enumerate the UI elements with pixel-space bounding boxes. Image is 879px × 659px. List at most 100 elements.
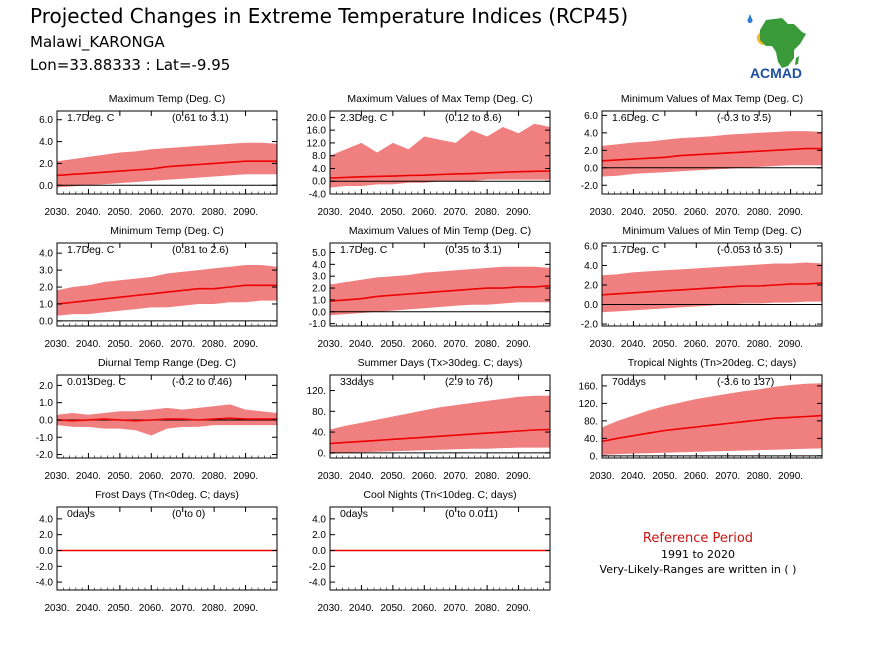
x-tick-label: 2030. xyxy=(317,207,342,218)
mean-line xyxy=(56,284,277,305)
x-tick-label: 2070. xyxy=(170,207,195,218)
y-tick-label: -4.0 xyxy=(36,578,54,589)
y-tick-label: 12.0 xyxy=(307,138,327,149)
change-value: 0days xyxy=(67,508,95,520)
x-tick-label: 2040. xyxy=(76,339,101,350)
y-tick-label: 120. xyxy=(307,386,326,397)
chart-title: Tropical Nights (Tn>20deg. C; days) xyxy=(628,357,797,369)
x-tick-label: 2040. xyxy=(621,207,646,218)
change-value: 2.3Deg. C xyxy=(340,112,388,124)
y-tick-label: 8.0 xyxy=(312,151,326,162)
y-tick-label: 16.0 xyxy=(307,126,327,137)
location-name: Malawi_KARONGA xyxy=(30,33,165,51)
y-tick-label: 4.0 xyxy=(39,249,53,260)
y-tick-label: 4.0 xyxy=(312,164,326,175)
chart-title: Minimum Values of Min Temp (Deg. C) xyxy=(622,225,801,237)
x-tick-label: 2080. xyxy=(747,471,772,482)
y-tick-label: 6.0 xyxy=(584,241,598,252)
x-tick-label: 2030. xyxy=(317,339,342,350)
range-band xyxy=(330,123,550,188)
x-tick-label: 2040. xyxy=(76,207,101,218)
x-tick-label: 2050. xyxy=(652,207,677,218)
likely-range: (-0.053 to 3.5) xyxy=(717,244,783,256)
plot-frame xyxy=(601,374,823,459)
x-tick-label: 2050. xyxy=(652,471,677,482)
y-tick-label: -4.0 xyxy=(309,190,327,201)
plot-frame xyxy=(329,506,551,591)
y-tick-label: 4.0 xyxy=(39,514,53,525)
chart-title: Frost Days (Tn<0deg. C; days) xyxy=(95,489,239,501)
x-tick-label: 2040. xyxy=(621,471,646,482)
chart-panel: 0.0 2.0 4.0 6.0 2030. 2040. 2050. 2060. 2070. 208… xyxy=(39,93,278,218)
y-tick-label: 0. xyxy=(318,448,326,459)
range-band xyxy=(57,142,277,188)
plot-frame xyxy=(56,110,278,195)
x-tick-label: 2060. xyxy=(412,207,437,218)
x-tick-label: 2060. xyxy=(412,339,437,350)
x-tick-label: 2080. xyxy=(475,339,500,350)
y-tick-label: 20.0 xyxy=(307,113,327,124)
x-tick-label: 2060. xyxy=(139,603,164,614)
x-tick-label: 2090. xyxy=(778,207,803,218)
y-tick-label: 2.0 xyxy=(39,283,53,294)
x-tick-label: 2090. xyxy=(778,471,803,482)
x-tick-label: 2070. xyxy=(715,339,740,350)
likely-range: (-0.2 to 0.46) xyxy=(172,376,232,388)
y-tick-label: 0.0 xyxy=(312,307,326,318)
change-value: 1.6Deg. C xyxy=(612,112,660,124)
mean-line xyxy=(329,428,551,445)
y-tick-label: -2.0 xyxy=(581,181,599,192)
y-tick-label: 2.0 xyxy=(312,284,326,295)
y-tick-label: -2.0 xyxy=(309,562,327,573)
chart-title: Cool Nights (Tn<10deg. C; days) xyxy=(363,489,516,501)
x-tick-label: 2090. xyxy=(506,339,531,350)
likely-range: (0.35 to 3.1) xyxy=(445,244,502,256)
y-tick-label: 5.0 xyxy=(312,248,326,259)
x-tick-label: 2050. xyxy=(107,207,132,218)
x-tick-label: 2070. xyxy=(715,207,740,218)
x-tick-label: 2070. xyxy=(170,471,195,482)
y-tick-label: 160. xyxy=(579,381,598,392)
change-value: 70days xyxy=(612,376,646,388)
x-tick-label: 2030. xyxy=(317,471,342,482)
x-tick-label: 2060. xyxy=(684,339,709,350)
change-value: 0.013Deg. C xyxy=(67,376,126,388)
chart-panel: 0. 40. 80. 120. 2030. 2040. 2050. 2060. 2070. 208… xyxy=(307,357,551,482)
chart-panel: -4.0 -2.0 0.0 2.0 4.0 2030. 2040. 2050. 2060. 207… xyxy=(309,489,551,614)
x-tick-label: 2050. xyxy=(107,471,132,482)
y-tick-label: 1.0 xyxy=(39,299,53,310)
mean-line xyxy=(601,282,823,296)
plot-frame xyxy=(329,110,551,195)
y-tick-label: -4.0 xyxy=(309,578,327,589)
chart-panel: -2.0 0.0 2.0 4.0 6.0 2030. 2040. 2050. 2060. 2070… xyxy=(581,225,823,350)
y-tick-label: 4.0 xyxy=(39,137,53,148)
y-tick-label: 0. xyxy=(590,451,598,462)
plot-frame xyxy=(601,110,823,195)
x-tick-label: 2080. xyxy=(202,471,227,482)
plot-frame xyxy=(56,506,278,591)
y-tick-label: 0.0 xyxy=(312,177,326,188)
change-value: 1.7Deg. C xyxy=(67,112,115,124)
y-tick-label: 6.0 xyxy=(584,111,598,122)
x-tick-label: 2080. xyxy=(202,339,227,350)
x-tick-label: 2060. xyxy=(139,339,164,350)
coordinates: Lon=33.88333 : Lat=-9.95 xyxy=(30,56,231,74)
change-value: 33days xyxy=(340,376,374,388)
range-band xyxy=(57,265,277,316)
x-tick-label: 2080. xyxy=(202,603,227,614)
x-tick-label: 2090. xyxy=(233,471,258,482)
y-tick-label: 40. xyxy=(584,434,598,445)
likely-range: (0.12 to 8.6) xyxy=(445,112,502,124)
x-tick-label: 2060. xyxy=(412,471,437,482)
y-tick-label: 0.0 xyxy=(312,546,326,557)
x-tick-label: 2080. xyxy=(747,339,772,350)
logo-text: ACMAD xyxy=(750,65,802,81)
acmad-logo: ACMAD xyxy=(747,14,806,81)
x-tick-label: 2070. xyxy=(443,603,468,614)
x-tick-label: 2050. xyxy=(380,207,405,218)
chart-panel: -4.0 0.0 4.0 8.0 12.016.0 20.0 2030. 2040. 2050.… xyxy=(307,93,551,218)
chart-panel: -2.0 0.0 2.0 4.0 6.0 2030. 2040. 2050. 2060. 2070… xyxy=(581,93,823,218)
x-tick-label: 2080. xyxy=(475,603,500,614)
mean-line xyxy=(56,417,277,422)
x-tick-label: 2090. xyxy=(233,603,258,614)
